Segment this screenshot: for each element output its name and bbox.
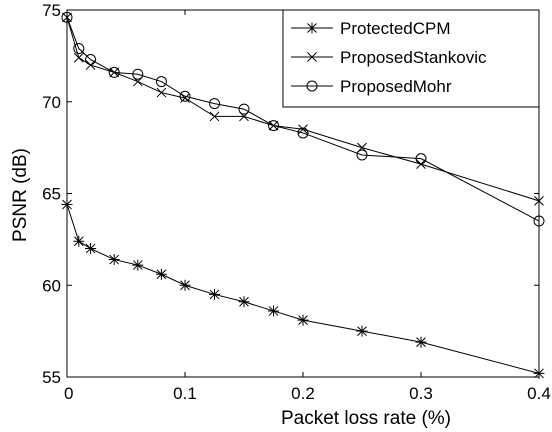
legend: ProtectedCPM ProposedStankovic ProposedMoh… — [282, 9, 540, 108]
marker-circle — [306, 80, 318, 92]
marker-circle — [85, 54, 97, 66]
series-line — [66, 17, 540, 202]
data-point — [180, 93, 190, 103]
data-point — [132, 259, 144, 271]
legend-box — [282, 9, 540, 108]
marker-asterisk — [179, 279, 191, 291]
marker-circle — [356, 149, 368, 161]
data-point — [238, 103, 250, 115]
data-point — [533, 215, 545, 227]
marker-x — [416, 159, 426, 169]
marker-circle — [209, 98, 220, 110]
marker-x — [180, 93, 190, 103]
legend-label: ProposedStankovic — [340, 48, 487, 67]
legend-item: ProposedMohr — [291, 77, 452, 96]
marker-x — [307, 52, 317, 62]
marker-asterisk — [238, 296, 250, 308]
marker-asterisk — [356, 325, 368, 337]
legend-item: ProtectedCPM — [291, 19, 451, 38]
marker-circle — [108, 66, 120, 78]
series-line — [66, 17, 540, 222]
marker-x — [85, 60, 96, 70]
legend-marker — [306, 22, 318, 34]
marker-circle — [155, 76, 167, 88]
data-point — [268, 305, 279, 317]
marker-circle — [73, 43, 85, 55]
data-point — [356, 325, 368, 337]
marker-circle — [297, 127, 309, 139]
marker-asterisk — [415, 336, 427, 348]
marker-asterisk — [108, 254, 120, 266]
data-point — [209, 288, 220, 300]
data-point — [85, 243, 97, 255]
marker-x — [209, 111, 220, 122]
marker-circle — [268, 120, 279, 132]
x-tick-label: 0 — [64, 384, 73, 403]
x-tick-label: 0.3 — [409, 384, 433, 403]
marker-asterisk — [61, 199, 73, 211]
data-point — [73, 52, 84, 63]
data-point — [73, 43, 85, 55]
data-point — [85, 54, 97, 66]
data-point — [209, 98, 220, 110]
y-tick-label: 75 — [42, 1, 61, 20]
data-point — [108, 254, 120, 266]
marker-x — [534, 195, 544, 206]
marker-asterisk — [297, 314, 309, 326]
marker-asterisk — [132, 259, 144, 271]
data-point — [179, 279, 191, 291]
data-point — [156, 87, 167, 98]
data-point — [415, 336, 427, 348]
data-point — [179, 90, 191, 102]
data-point — [238, 296, 250, 308]
y-axis-label: PSNR (dB) — [10, 148, 31, 242]
data-point — [132, 68, 144, 80]
marker-asterisk — [268, 305, 279, 317]
y-tick-label: 65 — [42, 185, 61, 204]
x-axis-label: Packet loss rate (%) — [281, 408, 451, 429]
marker-circle — [533, 215, 545, 227]
data-point — [155, 76, 167, 88]
marker-asterisk — [85, 243, 97, 255]
data-point — [416, 159, 426, 169]
x-tick-label: 0.1 — [173, 384, 197, 403]
legend-marker — [307, 52, 317, 62]
legend-marker — [306, 80, 318, 92]
marker-circle — [415, 153, 427, 165]
data-point — [73, 235, 85, 247]
data-point — [297, 127, 309, 139]
marker-x — [73, 52, 84, 63]
legend-label: ProtectedCPM — [340, 19, 451, 38]
marker-x — [156, 87, 167, 98]
marker-asterisk — [155, 268, 167, 280]
x-tick-label: 0.2 — [291, 384, 315, 403]
y-tick-label: 70 — [42, 93, 61, 112]
marker-circle — [179, 90, 191, 102]
axis-ticks: 0 0.1 0.2 0.3 0.4 55 60 65 70 75 — [42, 1, 551, 403]
data-point — [155, 268, 167, 280]
data-point — [108, 66, 120, 78]
series-ProposedMohr — [61, 11, 545, 227]
legend-item: ProposedStankovic — [291, 48, 487, 67]
x-tick-label: 0.4 — [527, 384, 551, 403]
data-point — [61, 199, 73, 211]
data-point — [85, 60, 96, 70]
legend-label: ProposedMohr — [340, 77, 452, 96]
marker-asterisk — [73, 235, 85, 247]
data-point — [209, 111, 220, 122]
marker-circle — [238, 103, 250, 115]
series-ProtectedCPM — [61, 199, 545, 379]
data-point — [534, 195, 544, 206]
marker-asterisk — [209, 288, 220, 300]
marker-circle — [132, 68, 144, 80]
marker-asterisk — [306, 22, 318, 34]
series-line — [66, 204, 540, 374]
data-point — [297, 314, 309, 326]
data-point — [356, 149, 368, 161]
y-tick-label: 60 — [42, 276, 61, 295]
y-tick-label: 55 — [42, 368, 61, 387]
data-point — [415, 153, 427, 165]
data-point — [268, 120, 279, 132]
